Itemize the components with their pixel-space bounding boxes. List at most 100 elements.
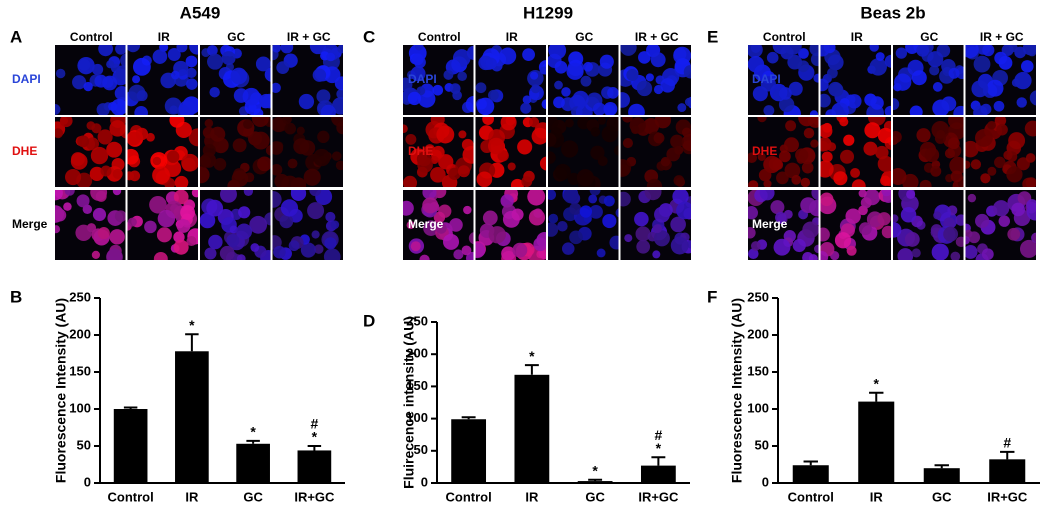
y-tick-label: 200 — [747, 326, 769, 341]
error-bar — [869, 391, 884, 402]
column-label: IR — [506, 30, 518, 44]
cells — [55, 117, 126, 187]
significance-mark: # — [310, 416, 318, 432]
row-label: DHE — [408, 144, 433, 158]
y-tick-label: 250 — [69, 289, 91, 304]
panel-letter: D — [363, 311, 375, 330]
y-tick-label: 50 — [77, 437, 91, 452]
y-tick-label: 0 — [762, 474, 769, 489]
significance-mark: * — [250, 424, 256, 440]
cells — [55, 190, 126, 260]
error-bar — [246, 439, 260, 444]
cells — [476, 117, 546, 187]
column-label: IR + GC — [287, 30, 331, 44]
column-label: GC — [227, 30, 245, 44]
cells — [748, 45, 819, 115]
cells — [620, 117, 691, 187]
significance-mark: # — [654, 427, 662, 443]
y-tick-label: 100 — [747, 400, 769, 415]
x-tick-label: Control — [788, 489, 834, 504]
cells — [820, 45, 891, 115]
bar — [236, 443, 270, 483]
panel-title: A549 — [180, 3, 221, 22]
cells — [201, 45, 271, 115]
row-label: DAPI — [752, 72, 781, 86]
y-tick-label: 50 — [414, 442, 428, 457]
error-bar — [524, 364, 539, 375]
cells — [200, 117, 271, 187]
significance-mark: # — [1003, 435, 1011, 451]
error-bar — [1000, 450, 1015, 460]
bar — [989, 459, 1026, 483]
x-tick-label: IR+GC — [638, 489, 679, 504]
bar — [640, 465, 676, 483]
significance-mark: * — [874, 375, 880, 391]
y-tick-label: 50 — [755, 437, 769, 452]
bar — [792, 465, 829, 483]
cells — [475, 190, 546, 260]
significance-mark: * — [189, 317, 195, 333]
y-axis-title: Fluirecence intensity (AU) — [401, 316, 417, 489]
significance-mark: * — [312, 429, 318, 445]
cells — [127, 117, 198, 187]
y-tick-label: 150 — [747, 363, 769, 378]
y-tick-label: 200 — [406, 346, 428, 361]
significance-mark: * — [656, 440, 662, 456]
error-bar — [123, 406, 138, 409]
row-label: DAPI — [408, 72, 437, 86]
x-tick-label: GC — [243, 489, 263, 504]
cells — [748, 190, 819, 260]
cells — [893, 190, 964, 260]
panel-letter: C — [363, 27, 375, 46]
cells — [403, 45, 474, 113]
error-bar — [461, 416, 476, 420]
cells — [820, 117, 891, 187]
x-tick-label: GC — [585, 489, 605, 504]
cells — [965, 45, 1036, 115]
cells — [965, 191, 1036, 260]
row-label: Merge — [752, 217, 788, 231]
x-tick-label: Control — [108, 489, 154, 504]
panel-letter: B — [10, 287, 22, 306]
y-axis-title: Fluorescence Intensity (AU) — [729, 298, 745, 483]
row-label: DHE — [752, 144, 777, 158]
cells — [748, 117, 819, 187]
y-tick-label: 250 — [406, 313, 428, 328]
bar — [923, 468, 960, 483]
row-label: DHE — [12, 144, 37, 158]
cells — [272, 190, 341, 260]
bar — [297, 450, 332, 483]
error-bar — [185, 333, 199, 352]
cells — [403, 190, 474, 260]
x-tick-label: IR+GC — [987, 489, 1028, 504]
cells — [272, 45, 343, 115]
cells — [620, 45, 691, 115]
column-label: GC — [575, 30, 593, 44]
cells — [403, 117, 474, 187]
cells — [548, 117, 619, 187]
error-bar — [307, 445, 322, 451]
x-tick-label: IR — [525, 489, 539, 504]
error-bar — [934, 464, 949, 469]
cells — [965, 117, 1036, 187]
cells — [55, 45, 126, 115]
error-bar — [803, 460, 818, 466]
y-tick-label: 100 — [69, 400, 91, 415]
bar — [451, 419, 487, 483]
panel-letter: E — [707, 27, 718, 46]
bar — [577, 481, 613, 483]
column-label: IR — [158, 30, 170, 44]
column-label: IR + GC — [980, 30, 1024, 44]
significance-mark: * — [529, 348, 535, 364]
x-tick-label: IR+GC — [294, 489, 335, 504]
x-tick-label: IR — [870, 489, 884, 504]
x-tick-label: Control — [446, 489, 492, 504]
cells — [127, 190, 198, 260]
panel-title: H1299 — [523, 3, 573, 22]
y-tick-label: 200 — [69, 326, 91, 341]
panel-letter: F — [707, 287, 717, 306]
y-tick-label: 100 — [406, 410, 428, 425]
column-label: IR — [851, 30, 863, 44]
y-tick-label: 150 — [406, 378, 428, 393]
